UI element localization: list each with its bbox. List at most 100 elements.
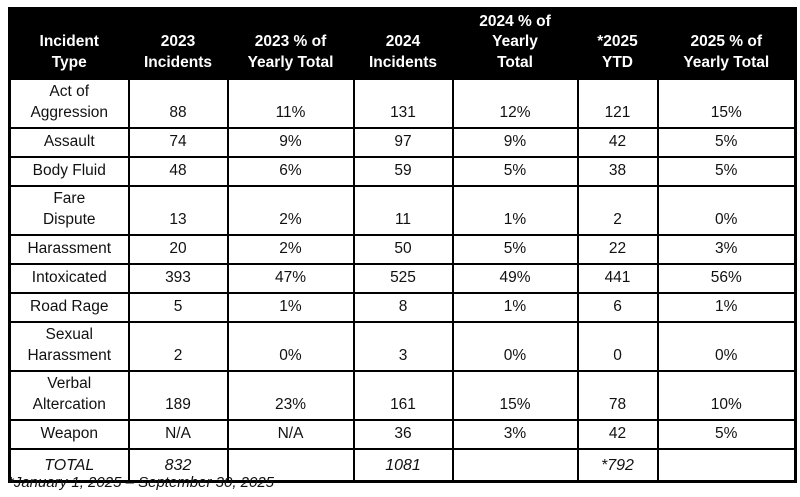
cell-2024-incidents: 97	[352, 127, 454, 159]
cell-2024-incidents: 525	[352, 263, 454, 295]
cell-2024-pct: 5%	[451, 234, 579, 266]
table-row-assault: Assault 74 9% 97 9% 42 5%	[8, 127, 797, 159]
cell-total-label: TOTAL	[8, 448, 130, 483]
table-row-sexual-harassment: Sexual Harassment 2 0% 3 0% 0 0%	[8, 321, 797, 373]
cell-2025-ytd: 2	[576, 185, 659, 237]
col-header-2024-pct: 2024 % of Yearly Total	[451, 7, 579, 81]
cell-2024-incidents: 161	[352, 370, 454, 422]
cell-2025-pct: 56%	[656, 263, 797, 295]
cell-2025-ytd: 78	[576, 370, 659, 422]
cell-total-2023: 832	[127, 448, 229, 483]
cell-2023-incidents: 74	[127, 127, 229, 159]
col-header-2025-ytd: *2025 YTD	[576, 7, 659, 81]
cell-2025-pct: 10%	[656, 370, 797, 422]
cell-total-2025-pct	[656, 448, 797, 483]
cell-incident-type: Sexual Harassment	[8, 321, 130, 373]
cell-2024-pct: 3%	[451, 419, 579, 451]
table-header: Incident Type 2023 Incidents 2023 % of Y…	[8, 7, 797, 81]
incident-table: Incident Type 2023 Incidents 2023 % of Y…	[8, 7, 797, 483]
cell-incident-type: Act of Aggression	[8, 78, 130, 130]
cell-2023-pct: 23%	[226, 370, 355, 422]
cell-incident-type: Harassment	[8, 234, 130, 266]
table-row-intoxicated: Intoxicated 393 47% 525 49% 441 56%	[8, 263, 797, 295]
col-header-2023-pct: 2023 % of Yearly Total	[226, 7, 355, 81]
cell-2023-pct: 9%	[226, 127, 355, 159]
cell-incident-type: Fare Dispute	[8, 185, 130, 237]
cell-2023-pct: 6%	[226, 156, 355, 188]
total-row: TOTAL 832 1081 *792	[8, 448, 797, 483]
cell-2025-pct: 5%	[656, 127, 797, 159]
table-row-harassment: Harassment 20 2% 50 5% 22 3%	[8, 234, 797, 266]
cell-2024-incidents: 36	[352, 419, 454, 451]
cell-2025-ytd: 121	[576, 78, 659, 130]
cell-2023-pct: 2%	[226, 234, 355, 266]
cell-2024-pct: 1%	[451, 292, 579, 324]
cell-2023-incidents: 189	[127, 370, 229, 422]
table-row-road-rage: Road Rage 5 1% 8 1% 6 1%	[8, 292, 797, 324]
cell-2024-incidents: 59	[352, 156, 454, 188]
cell-2025-ytd: 6	[576, 292, 659, 324]
cell-2025-pct: 0%	[656, 321, 797, 373]
cell-2025-pct: 0%	[656, 185, 797, 237]
cell-2024-pct: 9%	[451, 127, 579, 159]
cell-2025-ytd: 22	[576, 234, 659, 266]
cell-2024-pct: 15%	[451, 370, 579, 422]
cell-incident-type: Body Fluid	[8, 156, 130, 188]
table-row-fare-dispute: Fare Dispute 13 2% 11 1% 2 0%	[8, 185, 797, 237]
col-header-2025-pct: 2025 % of Yearly Total	[656, 7, 797, 81]
cell-2024-pct: 5%	[451, 156, 579, 188]
cell-2024-pct: 12%	[451, 78, 579, 130]
cell-incident-type: Verbal Altercation	[8, 370, 130, 422]
cell-2024-pct: 49%	[451, 263, 579, 295]
cell-2025-pct: 15%	[656, 78, 797, 130]
cell-2025-ytd: 42	[576, 419, 659, 451]
cell-2024-pct: 0%	[451, 321, 579, 373]
cell-2025-ytd: 38	[576, 156, 659, 188]
cell-2024-incidents: 3	[352, 321, 454, 373]
table-row-weapon: Weapon N/A N/A 36 3% 42 5%	[8, 419, 797, 451]
cell-2024-incidents: 50	[352, 234, 454, 266]
cell-incident-type: Assault	[8, 127, 130, 159]
cell-2023-incidents: 13	[127, 185, 229, 237]
cell-2023-pct: 11%	[226, 78, 355, 130]
col-header-2023-incidents: 2023 Incidents	[127, 7, 229, 81]
cell-incident-type: Road Rage	[8, 292, 130, 324]
cell-2024-pct: 1%	[451, 185, 579, 237]
cell-2023-incidents: 5	[127, 292, 229, 324]
cell-total-2024-pct	[451, 448, 579, 483]
cell-2025-pct: 5%	[656, 419, 797, 451]
footnote: *January 1, 2025 – September 30, 2025	[8, 474, 275, 491]
cell-2024-incidents: 8	[352, 292, 454, 324]
cell-2023-incidents: 48	[127, 156, 229, 188]
table-row-verbal-altercation: Verbal Altercation 189 23% 161 15% 78 10…	[8, 370, 797, 422]
header-row: Incident Type 2023 Incidents 2023 % of Y…	[8, 7, 797, 81]
cell-2025-pct: 5%	[656, 156, 797, 188]
cell-2023-incidents: 20	[127, 234, 229, 266]
cell-2025-ytd: 0	[576, 321, 659, 373]
cell-2025-ytd: 42	[576, 127, 659, 159]
cell-total-2024: 1081	[352, 448, 454, 483]
col-header-incident-type: Incident Type	[8, 7, 130, 81]
col-header-2024-incidents: 2024 Incidents	[352, 7, 454, 81]
cell-2025-pct: 1%	[656, 292, 797, 324]
cell-2023-incidents: 88	[127, 78, 229, 130]
cell-2023-pct: N/A	[226, 419, 355, 451]
table-row-body-fluid: Body Fluid 48 6% 59 5% 38 5%	[8, 156, 797, 188]
cell-2023-incidents: 2	[127, 321, 229, 373]
cell-2023-pct: 1%	[226, 292, 355, 324]
cell-total-2025-ytd: *792	[576, 448, 659, 483]
cell-total-2023-pct	[226, 448, 355, 483]
table-row-act-of-aggression: Act of Aggression 88 11% 131 12% 121 15%	[8, 78, 797, 130]
cell-2023-incidents: N/A	[127, 419, 229, 451]
cell-incident-type: Intoxicated	[8, 263, 130, 295]
cell-2023-pct: 2%	[226, 185, 355, 237]
cell-2024-incidents: 11	[352, 185, 454, 237]
table-body: Act of Aggression 88 11% 131 12% 121 15%…	[8, 78, 797, 483]
cell-2025-pct: 3%	[656, 234, 797, 266]
cell-2023-pct: 47%	[226, 263, 355, 295]
cell-2024-incidents: 131	[352, 78, 454, 130]
cell-incident-type: Weapon	[8, 419, 130, 451]
cell-2025-ytd: 441	[576, 263, 659, 295]
cell-2023-incidents: 393	[127, 263, 229, 295]
